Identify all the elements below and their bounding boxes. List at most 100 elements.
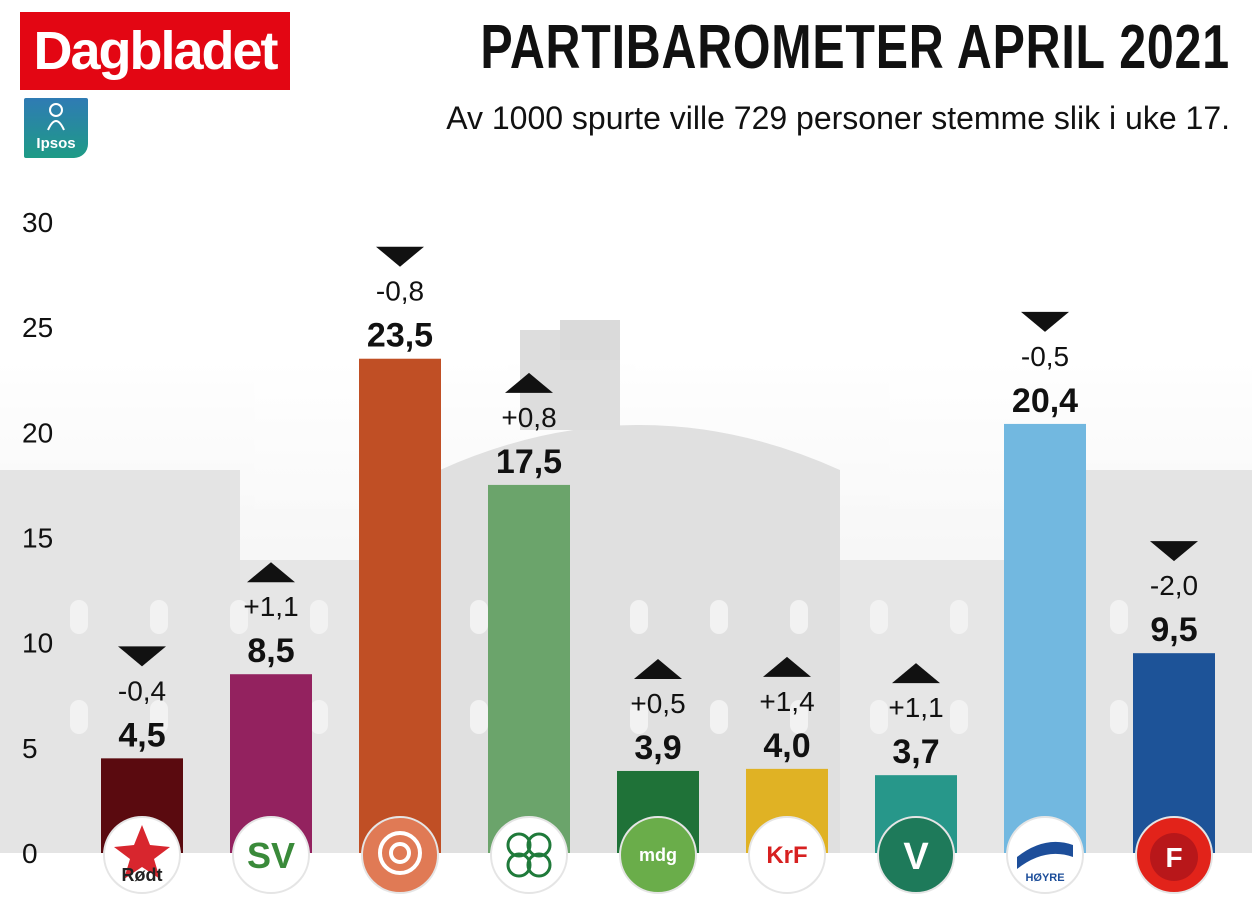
arrow-down-icon	[118, 646, 166, 667]
y-tick-label: 15	[22, 523, 53, 554]
sp-clover-icon	[490, 816, 568, 894]
clover-leaf	[526, 852, 552, 878]
building-window	[310, 600, 328, 634]
arrow-up-icon	[634, 658, 682, 679]
apple-shape	[1150, 833, 1198, 881]
building-window	[470, 700, 488, 734]
y-tick-label: 10	[22, 628, 53, 659]
building-window	[70, 700, 88, 734]
building-window	[710, 700, 728, 734]
bar-value-label: 3,7	[892, 733, 939, 771]
ipsos-logo: Ipsos	[24, 98, 88, 158]
party-logo-badge	[748, 816, 826, 894]
building-window	[70, 600, 88, 634]
building-window	[630, 700, 648, 734]
party-logo-badge	[232, 816, 310, 894]
arrow-up-icon	[892, 663, 940, 684]
clover-leaf	[506, 852, 532, 878]
krf-logo-icon: KrF	[748, 816, 826, 894]
clover-leaf	[506, 832, 532, 858]
arrow-up-icon	[505, 372, 553, 393]
building-window	[150, 700, 168, 734]
party-logo-text: Rødt	[122, 865, 163, 885]
bar-value-label: 4,0	[763, 727, 810, 765]
flag-shape	[1017, 841, 1073, 869]
change-label: +1,4	[759, 686, 814, 717]
building-window	[310, 700, 328, 734]
venstre-v-icon: V	[877, 816, 955, 894]
ap-rose-icon	[361, 816, 439, 894]
chart-title: PARTIBAROMETER APRIL 2021	[480, 13, 1230, 82]
bar-value-label: 17,5	[496, 443, 562, 481]
change-label: +0,5	[630, 688, 685, 719]
bar-8	[1004, 423, 1086, 853]
building-window	[790, 700, 808, 734]
bar-value-label: 8,5	[247, 632, 294, 670]
change-label: +0,8	[501, 402, 556, 433]
party-logo-badge	[877, 816, 955, 894]
ipsos-figure-icon	[47, 103, 65, 131]
party-logo-text: F	[1165, 842, 1182, 873]
party-logo-text: mdg	[639, 845, 677, 865]
ipsos-logo-text: Ipsos	[36, 135, 76, 152]
bar-value-label: 4,5	[118, 716, 165, 754]
arrow-up-icon	[763, 656, 811, 677]
mdg-logo-icon: mdg	[619, 816, 697, 894]
party-logo-text: SV	[247, 835, 295, 876]
arrow-up-icon	[247, 562, 295, 583]
bar-value-label: 9,5	[1150, 611, 1197, 649]
building-window	[870, 700, 888, 734]
y-tick-label: 30	[22, 207, 53, 238]
change-label: +1,1	[243, 591, 298, 622]
building-window	[470, 600, 488, 634]
change-label: -0,4	[118, 675, 166, 706]
chart-subtitle: Av 1000 spurte ville 729 personer stemme…	[446, 100, 1230, 136]
arrow-down-icon	[376, 246, 424, 267]
dagbladet-logo-text: Dagbladet	[33, 21, 278, 81]
y-tick-label: 20	[22, 417, 53, 448]
y-axis: 0 5 10 15 20 25 30	[22, 207, 53, 869]
building-window	[1110, 600, 1128, 634]
rose-outer	[378, 831, 422, 875]
party-logo-badge	[361, 816, 439, 894]
party-logo-badge	[619, 816, 697, 894]
bar-value-label: 3,9	[634, 729, 681, 767]
y-tick-label: 25	[22, 312, 53, 343]
arrow-down-icon	[1021, 311, 1069, 332]
change-label: -0,5	[1021, 341, 1069, 372]
building-window	[1110, 700, 1128, 734]
party-logo-text: HØYRE	[1025, 872, 1064, 884]
building-window	[710, 600, 728, 634]
building-window	[150, 600, 168, 634]
sv-logo-icon: SV	[232, 816, 310, 894]
y-tick-label: 5	[22, 733, 38, 764]
bar-value-label: 20,4	[1012, 382, 1078, 420]
y-tick-label: 0	[22, 838, 38, 869]
arrow-down-icon	[1150, 541, 1198, 562]
dagbladet-logo: Dagbladet	[20, 12, 290, 90]
building-window	[950, 600, 968, 634]
change-label: -2,0	[1150, 570, 1198, 601]
frp-apple-icon: F	[1135, 816, 1213, 894]
star-shape	[114, 825, 170, 879]
party-logos: Rødt SV mdg KrF V HØYRE F	[103, 816, 1213, 894]
party-logo-badge	[490, 816, 568, 894]
header: Dagbladet Ipsos PARTIBAROMETER APRIL 202…	[0, 0, 1252, 170]
change-label: +1,1	[888, 692, 943, 723]
rodt-star-icon: Rødt	[103, 816, 181, 894]
party-logo-text: V	[903, 836, 929, 878]
building-window	[630, 600, 648, 634]
building-window	[230, 600, 248, 634]
bar-3	[359, 358, 441, 853]
flag-icon	[560, 320, 620, 360]
building-window	[950, 700, 968, 734]
hoyre-flag-icon: HØYRE	[1006, 816, 1084, 894]
bar-4	[488, 484, 570, 853]
party-logo-text: KrF	[766, 842, 807, 869]
building-window	[870, 600, 888, 634]
building-window	[790, 600, 808, 634]
clover-leaf	[526, 832, 552, 858]
rose-inner	[389, 842, 411, 864]
change-label: -0,8	[376, 276, 424, 307]
